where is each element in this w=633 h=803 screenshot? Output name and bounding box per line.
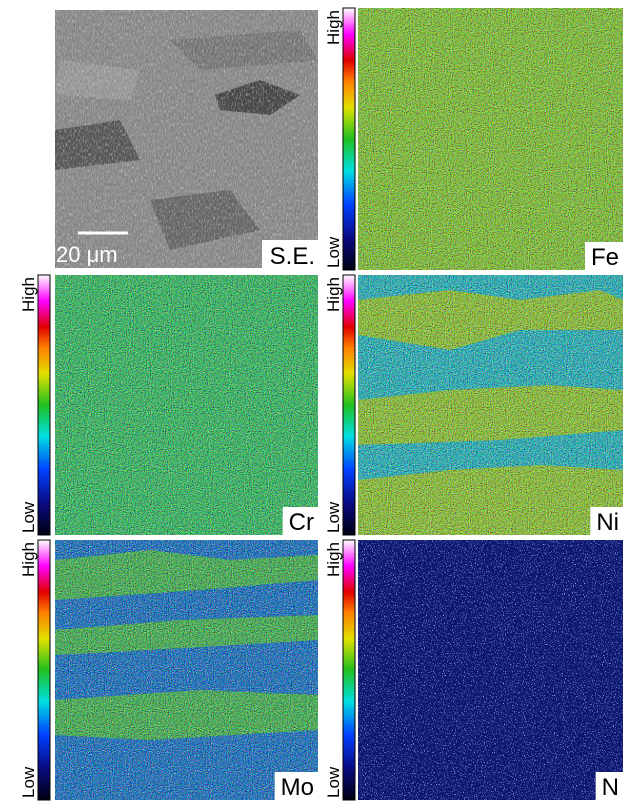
colorbar-high: High (324, 10, 343, 45)
colorbar-low: Low (19, 766, 38, 798)
scale-label: 20 μm (56, 242, 118, 267)
colorbar-high: High (324, 277, 343, 312)
panel-label: Mo (281, 774, 314, 801)
n-map (358, 540, 623, 800)
se-image (55, 10, 318, 268)
cr-map (55, 275, 318, 535)
colorbar-low: Low (324, 501, 343, 533)
colorbar (38, 540, 50, 800)
colorbar-high: High (19, 277, 38, 312)
colorbar-high: High (324, 542, 343, 577)
colorbar-low: Low (19, 501, 38, 533)
colorbar-low: Low (324, 236, 343, 268)
panel-label: Ni (596, 509, 619, 536)
colorbar (343, 540, 355, 800)
panel-label: Fe (591, 244, 619, 271)
figure: 20 μm S.E. High Low Fe High Low Cr High Low Ni Hi… (0, 0, 633, 803)
panel-label: Cr (289, 509, 314, 536)
panel-label: S.E. (270, 243, 315, 270)
fe-map (358, 8, 623, 270)
colorbar (38, 275, 50, 535)
colorbar (343, 8, 355, 270)
colorbar-high: High (19, 542, 38, 577)
mo-map (55, 540, 318, 800)
ni-map (358, 275, 623, 535)
colorbar-low: Low (324, 766, 343, 798)
colorbar (343, 275, 355, 535)
panel-label: N (602, 774, 619, 801)
